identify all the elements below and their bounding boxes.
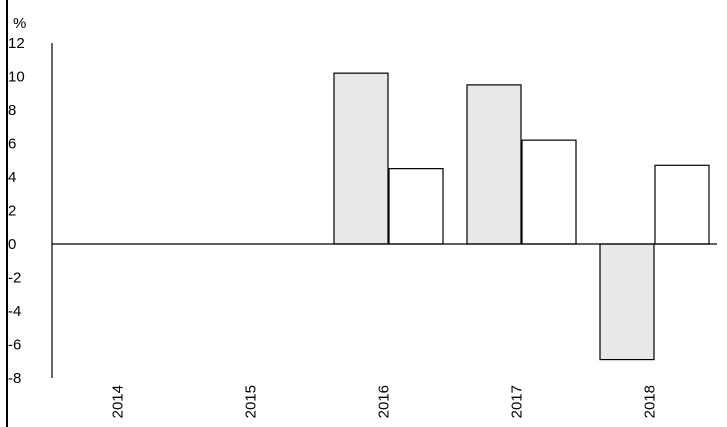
y-tick-label: 0 — [8, 236, 16, 253]
x-category-label: 2014 — [110, 385, 127, 418]
y-tick-label: 4 — [8, 169, 16, 186]
bar-series-1-2018 — [599, 243, 655, 361]
y-axis-ticks: 12 10 8 6 4 2 0 -2 -4 -6 -8 — [8, 35, 25, 387]
y-axis-unit-label: % — [13, 15, 26, 32]
y-tick-label: 10 — [8, 69, 25, 86]
bar-series-1-2016 — [333, 72, 389, 245]
y-tick-label: 8 — [8, 102, 16, 119]
y-tick-label: -4 — [8, 303, 21, 320]
x-category-label: 2015 — [243, 385, 260, 418]
x-category-label: 2017 — [509, 385, 526, 418]
y-tick-label: -6 — [8, 337, 21, 354]
y-tick-label: 6 — [8, 136, 16, 153]
x-category-label: 2018 — [642, 385, 659, 418]
y-tick-label: 2 — [8, 203, 16, 220]
x-category-label: 2016 — [376, 385, 393, 418]
y-tick-label: -8 — [8, 370, 21, 387]
x-axis-labels: 2014 2015 2016 2017 2018 — [110, 385, 659, 418]
bar-series-2-2017 — [521, 139, 577, 245]
bar-series-2-2016 — [388, 168, 444, 245]
y-tick-label: -2 — [8, 270, 21, 287]
left-border-line — [6, 0, 8, 427]
y-tick-label: 12 — [8, 35, 25, 52]
bars — [333, 72, 710, 361]
bar-series-2-2018 — [654, 164, 710, 245]
bar-series-1-2017 — [466, 84, 522, 245]
